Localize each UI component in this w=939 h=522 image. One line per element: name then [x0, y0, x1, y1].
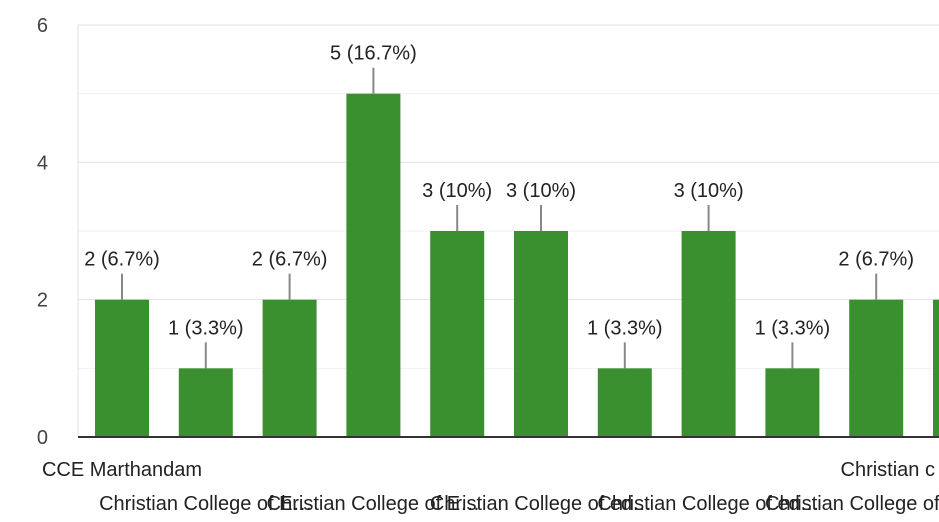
bar [933, 299, 939, 437]
bar [514, 231, 568, 437]
y-axis-ticks: 0 2 4 6 [37, 15, 48, 449]
bar [346, 93, 401, 438]
data-label: 3 (10%) [674, 180, 744, 202]
category-label: Christian College of E… [99, 493, 312, 515]
data-label: 2 (6.7%) [838, 249, 914, 271]
data-label: 1 (3.3%) [755, 317, 831, 339]
bar [262, 299, 317, 437]
y-tick-label: 0 [37, 427, 48, 449]
data-label: 1 (3.3%) [168, 317, 244, 339]
data-label: 5 (16.7%) [330, 43, 417, 65]
y-tick-label: 2 [37, 290, 48, 312]
y-tick-label: 4 [37, 152, 48, 174]
data-label: 2 (6.7%) [84, 249, 160, 271]
category-label: Christian College of ed… [765, 493, 939, 515]
data-label-leaders [121, 67, 878, 369]
bar [178, 368, 233, 437]
data-label: 3 (10%) [506, 180, 576, 202]
data-label: 2 (6.7%) [252, 249, 328, 271]
bar [597, 368, 652, 437]
category-label: Christian c [841, 459, 935, 481]
y-tick-label: 6 [37, 15, 48, 37]
bar [681, 231, 736, 437]
category-label: CCE Marthandam [42, 459, 202, 481]
bar [95, 299, 149, 437]
bar [765, 368, 820, 437]
data-label: 1 (3.3%) [587, 317, 663, 339]
category-label: Christian College of E… [267, 493, 480, 515]
data-label: 3 (10%) [422, 180, 492, 202]
data-labels: 2 (6.7%) 1 (3.3%) 2 (6.7%) 5 (16.7%) 3 (10%)… [84, 43, 914, 340]
category-label: Christian College of ed… [597, 493, 819, 515]
bar [430, 231, 485, 437]
bars [95, 93, 939, 438]
category-label: Christian College of ed… [430, 493, 652, 515]
bar [849, 299, 904, 437]
